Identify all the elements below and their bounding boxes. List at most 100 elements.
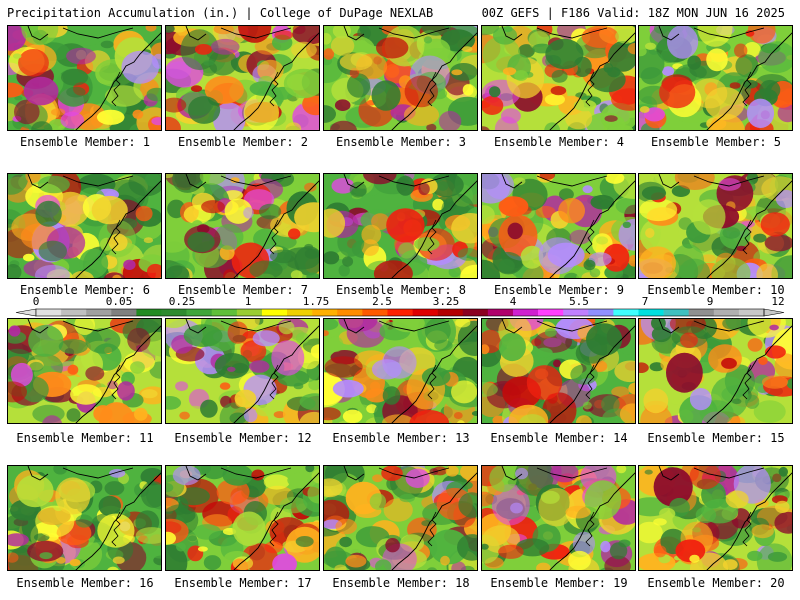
great-lakes-outline (27, 26, 134, 41)
bay-outline (585, 219, 595, 255)
great-lakes-outline (185, 466, 292, 481)
map-title: Precipitation Accumulation (in.) | Colle… (7, 6, 434, 20)
great-lakes-outline (185, 174, 292, 189)
colorbar-swatch (161, 309, 187, 316)
colorbar-swatch (111, 309, 137, 316)
bay-outline (585, 511, 595, 547)
bay-outline (742, 71, 752, 107)
bay-outline (269, 71, 279, 107)
ensemble-member-label: Ensemble Member: 3 (335, 135, 467, 149)
ensemble-panel (481, 465, 636, 571)
precip-field-map (639, 319, 792, 423)
precip-field-map (639, 174, 792, 278)
precip-field-map (166, 26, 319, 130)
colorbar-swatch (588, 309, 614, 316)
colorbar-scale (15, 308, 785, 317)
coastline (75, 32, 161, 130)
colorbar-swatch (563, 309, 589, 316)
coastline (706, 472, 792, 570)
coastline (549, 180, 635, 278)
coastline (233, 32, 319, 130)
bay-outline (427, 364, 437, 400)
ensemble-panel (323, 318, 478, 424)
colorbar-swatch (186, 309, 213, 316)
bay-outline (111, 511, 121, 547)
coastline (75, 180, 161, 278)
great-lakes-outline (185, 319, 292, 334)
colorbar-swatch (387, 309, 413, 316)
colorbar-min-arrow (15, 308, 37, 317)
precip-field-map (8, 174, 161, 278)
ensemble-panel (7, 173, 162, 279)
ensemble-panel (165, 465, 320, 571)
colorbar-swatch (412, 309, 438, 316)
ensemble-member-label: Ensemble Member: 6 (19, 283, 151, 297)
great-lakes-outline (27, 174, 134, 189)
great-lakes-outline (501, 319, 608, 334)
coastline (391, 180, 477, 278)
colorbar: 0 0.05 0.25 1 1.75 2.5 3.25 4 5.5 7 9 12 (14, 295, 786, 319)
bay-outline (742, 364, 752, 400)
colorbar-tick-label: 0 (32, 295, 40, 308)
colorbar-swatch (663, 309, 689, 316)
precip-field-map (324, 26, 477, 130)
coastline (391, 32, 477, 130)
colorbar-swatch (337, 309, 363, 316)
precip-field-map (324, 466, 477, 570)
ensemble-panel (323, 465, 478, 571)
colorbar-swatch (236, 309, 263, 316)
coastline (75, 472, 161, 570)
colorbar-tick-label: 1.75 (302, 295, 330, 308)
great-lakes-outline (501, 466, 608, 481)
precip-field-map (8, 466, 161, 570)
colorbar-swatch (136, 309, 162, 316)
ensemble-member-label: Ensemble Member: 20 (647, 576, 785, 590)
ensemble-panel (323, 173, 478, 279)
ensemble-member-label: Ensemble Member: 4 (493, 135, 625, 149)
colorbar-swatch (487, 309, 514, 316)
precip-field-map (639, 26, 792, 130)
great-lakes-outline (343, 174, 450, 189)
colorbar-tick-label: 7 (641, 295, 649, 308)
great-lakes-outline (343, 319, 450, 334)
ensemble-member-label: Ensemble Member: 11 (16, 431, 154, 445)
bay-outline (427, 511, 437, 547)
colorbar-tick-label: 2.5 (372, 295, 392, 308)
precip-field-map (482, 26, 635, 130)
bay-outline (111, 71, 121, 107)
colorbar-swatch (638, 309, 664, 316)
precip-field-map (482, 319, 635, 423)
coastline (233, 180, 319, 278)
coastline (706, 180, 792, 278)
ensemble-panel (7, 318, 162, 424)
colorbar-swatch (512, 309, 539, 316)
colorbar-swatch (437, 309, 464, 316)
coastline (233, 325, 319, 423)
bay-outline (111, 364, 121, 400)
ensemble-member-label: Ensemble Member: 19 (490, 576, 628, 590)
ensemble-panel (638, 25, 793, 131)
ensemble-panel (481, 25, 636, 131)
bay-outline (742, 219, 752, 255)
colorbar-tick-label: 12 (771, 295, 785, 308)
ensemble-panel (638, 318, 793, 424)
ensemble-member-label: Ensemble Member: 14 (490, 431, 628, 445)
colorbar-swatch (713, 309, 740, 316)
ensemble-member-label: Ensemble Member: 1 (19, 135, 151, 149)
ensemble-member-label: Ensemble Member: 18 (332, 576, 470, 590)
coastline (391, 472, 477, 570)
great-lakes-outline (501, 174, 608, 189)
colorbar-swatch (261, 309, 288, 316)
ensemble-member-label: Ensemble Member: 13 (332, 431, 470, 445)
colorbar-swatch (312, 309, 338, 316)
colorbar-swatch (738, 309, 765, 316)
colorbar-swatch (36, 309, 62, 316)
ensemble-member-label: Ensemble Member: 12 (174, 431, 312, 445)
precip-field-map (8, 26, 161, 130)
ensemble-panel (165, 318, 320, 424)
precip-field-map (166, 174, 319, 278)
colorbar-tick-label: 0.05 (105, 295, 133, 308)
colorbar-swatch (538, 309, 564, 316)
colorbar-swatch (287, 309, 313, 316)
coastline (706, 325, 792, 423)
